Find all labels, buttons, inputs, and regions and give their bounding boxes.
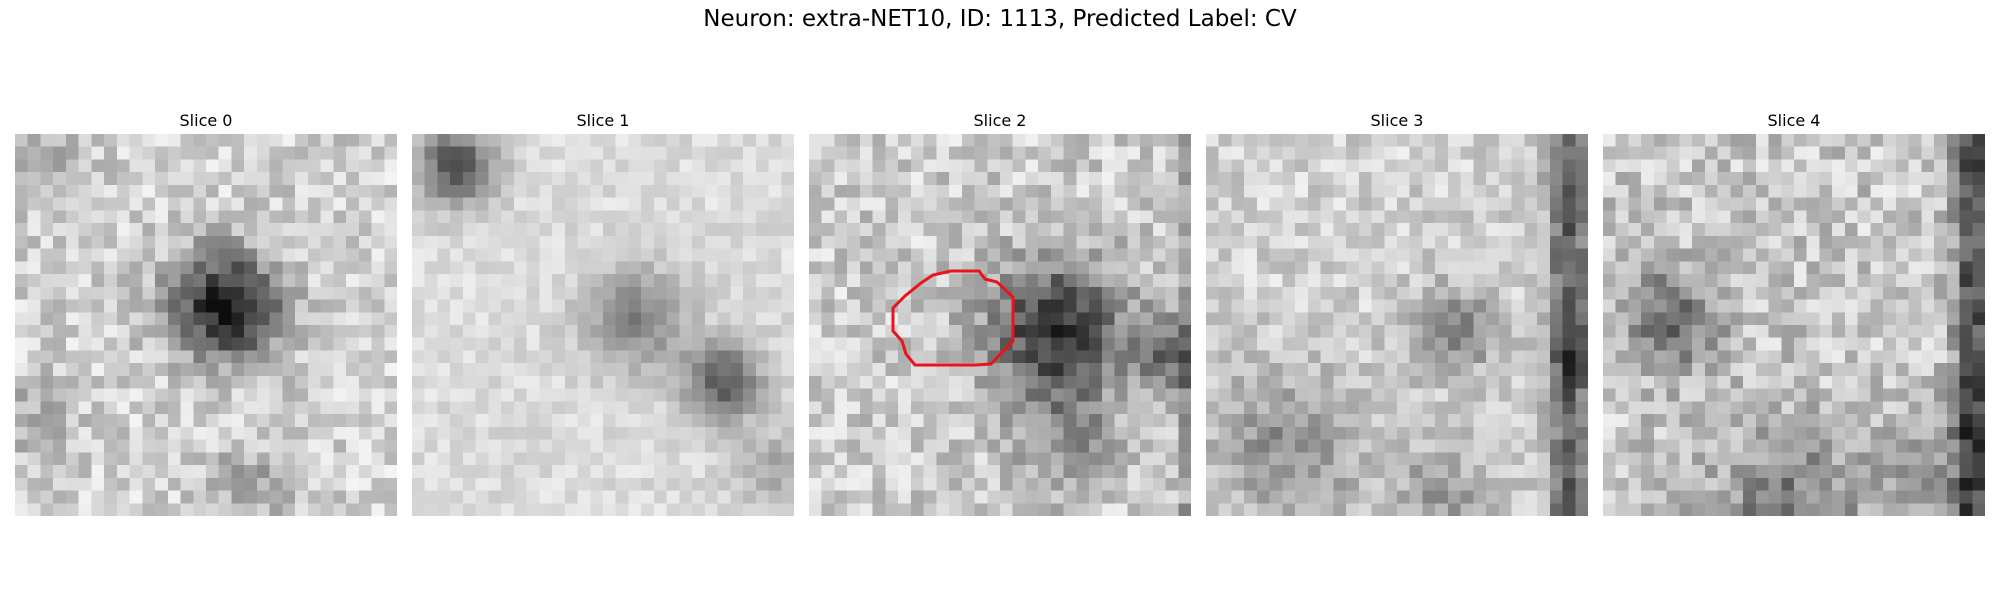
slice-title: Slice 4 bbox=[1767, 111, 1821, 130]
slice-title: Slice 1 bbox=[576, 111, 630, 130]
slice-title: Slice 2 bbox=[973, 111, 1027, 130]
slice-image bbox=[15, 134, 397, 516]
slice-title: Slice 3 bbox=[1370, 111, 1424, 130]
slice-title: Slice 0 bbox=[179, 111, 233, 130]
slice-image bbox=[1206, 134, 1588, 516]
slice-panel-4: Slice 4 bbox=[1603, 108, 1985, 516]
slice-panel-1: Slice 1 bbox=[412, 108, 794, 516]
slice-image bbox=[809, 134, 1191, 516]
figure-title: Neuron: extra-NET10, ID: 1113, Predicted… bbox=[703, 6, 1297, 32]
slice-image bbox=[1603, 134, 1985, 516]
slice-panel-2: Slice 2 bbox=[809, 108, 1191, 516]
slice-panel-0: Slice 0 bbox=[15, 108, 397, 516]
slice-panel-3: Slice 3 bbox=[1206, 108, 1588, 516]
slice-image bbox=[412, 134, 794, 516]
